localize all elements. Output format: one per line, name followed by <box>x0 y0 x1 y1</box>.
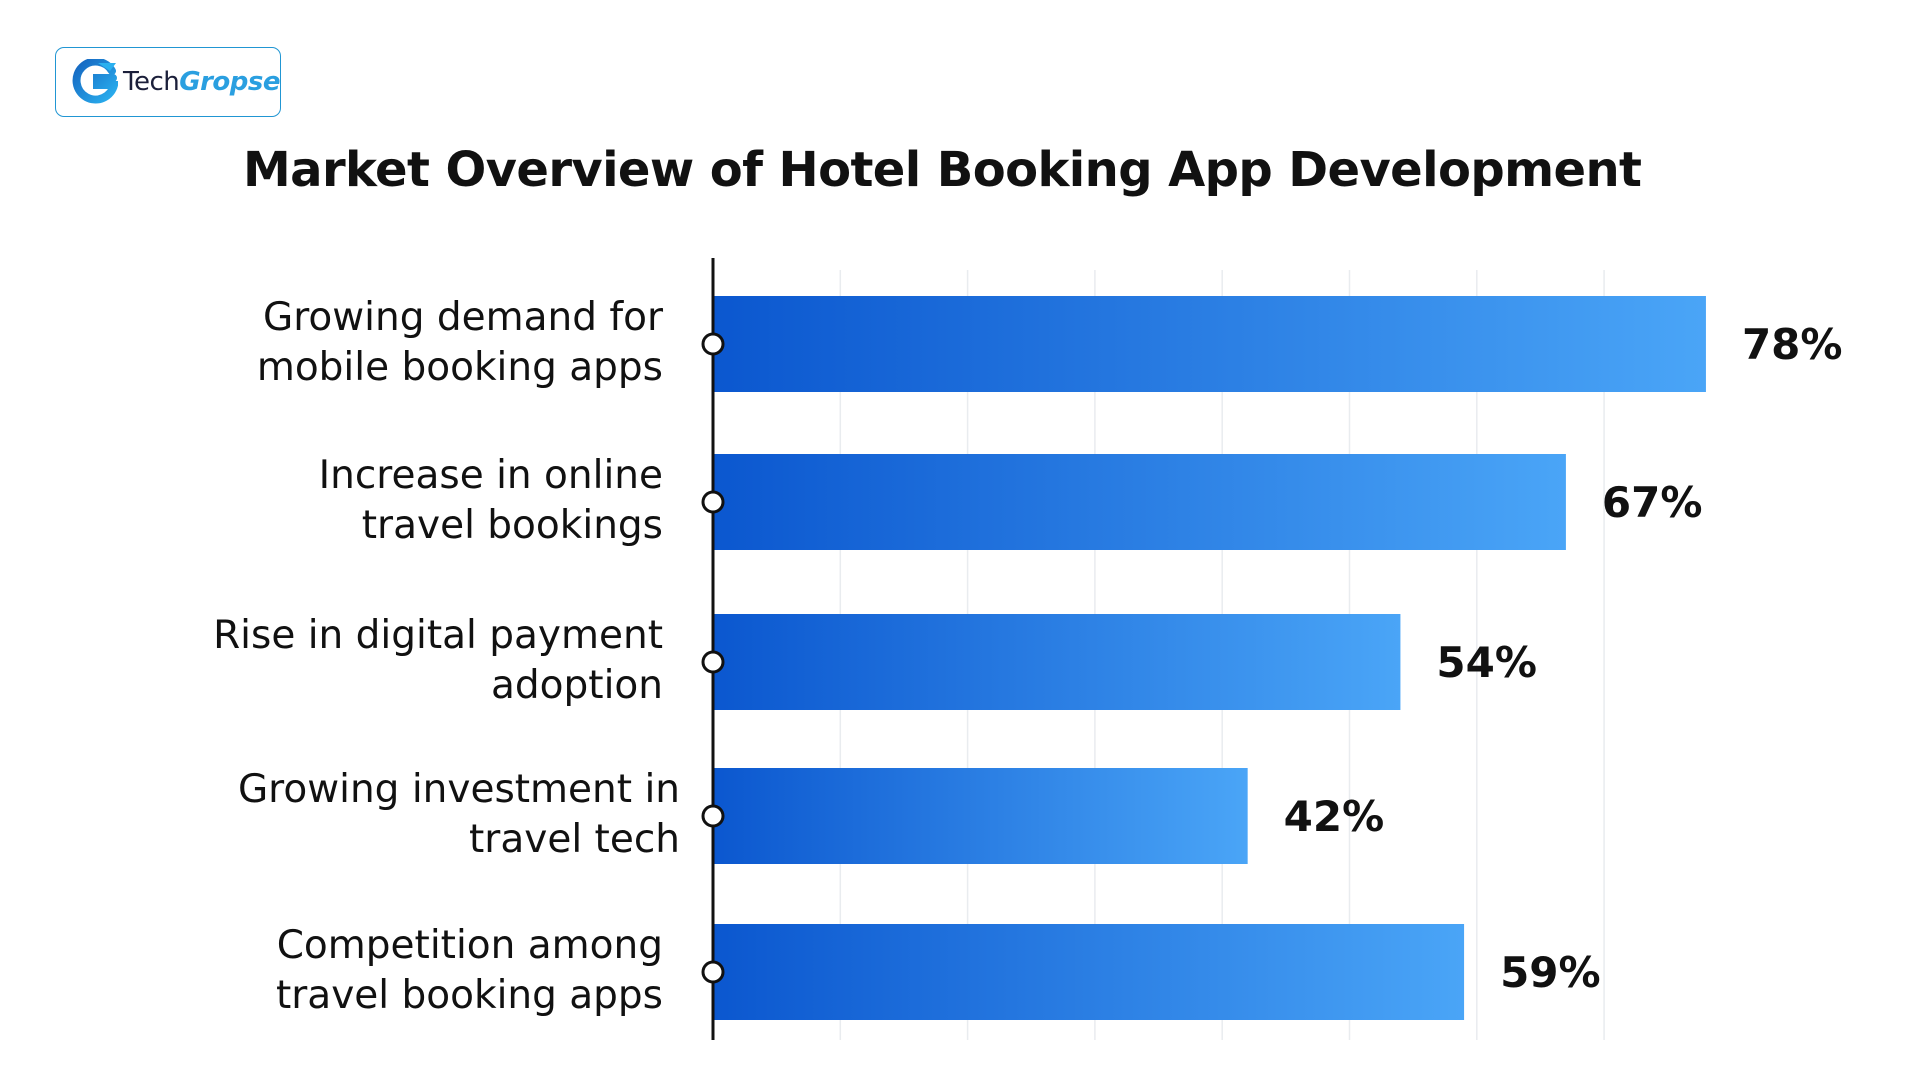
category-label: Growing investment in travel tech <box>238 767 680 862</box>
brand-logo: Tech Gropse <box>55 47 281 117</box>
bar <box>713 768 1248 864</box>
data-label: 42% <box>1284 792 1385 841</box>
category-label: Increase in online travel bookings <box>319 453 663 548</box>
y-axis <box>701 258 725 1040</box>
category-label-line: Increase in online <box>319 453 663 498</box>
category-label-line: adoption <box>491 663 663 708</box>
category-label-line: mobile booking apps <box>257 345 663 390</box>
data-label: 78% <box>1742 320 1843 369</box>
category-label-line: Competition among <box>277 923 663 968</box>
axis-marker <box>701 650 725 674</box>
category-label-line: travel bookings <box>362 503 663 548</box>
bar <box>713 614 1401 710</box>
data-label: 67% <box>1602 478 1703 527</box>
category-label-line: Growing demand for <box>263 295 664 340</box>
bar <box>713 924 1465 1020</box>
category-label-line: Rise in digital payment <box>213 613 663 658</box>
axis-marker <box>701 332 725 356</box>
logo-gropse-text: Gropse <box>179 67 280 97</box>
bar <box>713 296 1706 392</box>
category-label: Growing demand for mobile booking apps <box>257 295 664 390</box>
labels: 78% Growing demand for mobile booking apps… <box>213 295 1842 1018</box>
bars <box>713 296 1706 1020</box>
category-label-line: Growing investment in <box>238 767 680 812</box>
category-label: Rise in digital payment adoption <box>213 613 663 708</box>
category-label-line: travel booking apps <box>276 973 663 1018</box>
axis-marker <box>701 490 725 514</box>
chart-title: Market Overview of Hotel Booking App Dev… <box>243 142 1642 198</box>
axis-marker <box>701 804 725 828</box>
data-label: 59% <box>1500 948 1601 997</box>
techgropse-logo-icon <box>72 59 118 104</box>
category-label-line: travel tech <box>469 817 680 862</box>
axis-marker <box>701 960 725 984</box>
category-label: Competition among travel booking apps <box>276 923 663 1018</box>
logo-tech-text: Tech <box>123 67 180 97</box>
bar <box>713 454 1566 550</box>
data-label: 54% <box>1436 638 1537 687</box>
logo-wordmark: Tech Gropse <box>123 69 280 95</box>
